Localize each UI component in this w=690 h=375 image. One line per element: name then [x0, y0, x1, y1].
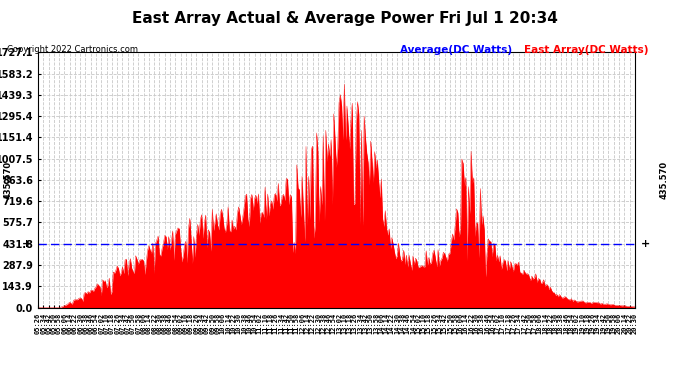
- Text: East Array Actual & Average Power Fri Jul 1 20:34: East Array Actual & Average Power Fri Ju…: [132, 11, 558, 26]
- Text: East Array(DC Watts): East Array(DC Watts): [524, 45, 649, 55]
- Text: +: +: [641, 239, 651, 249]
- Text: 435.570: 435.570: [3, 161, 13, 199]
- Text: Copyright 2022 Cartronics.com: Copyright 2022 Cartronics.com: [7, 45, 138, 54]
- Text: 435.570: 435.570: [660, 161, 669, 199]
- Text: Average(DC Watts): Average(DC Watts): [400, 45, 512, 55]
- Text: +: +: [22, 239, 32, 249]
